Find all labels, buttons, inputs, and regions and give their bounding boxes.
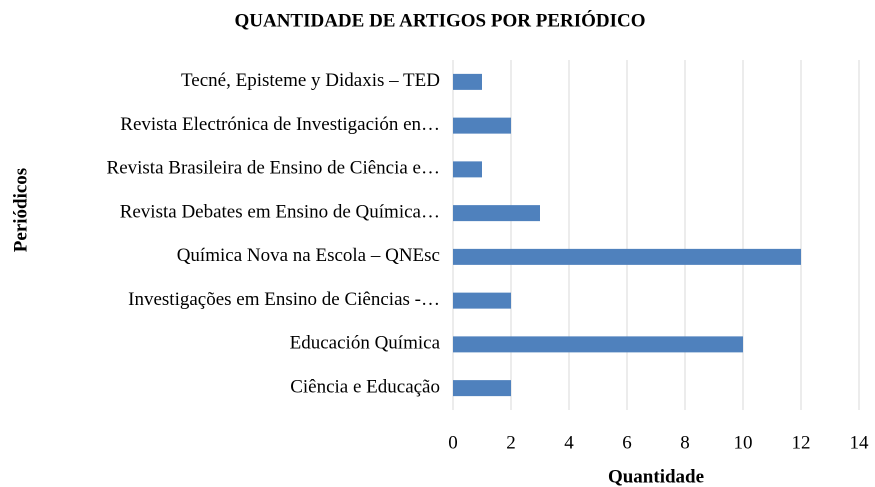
x-tick-label: 12 [792, 432, 811, 453]
x-tick-label: 10 [734, 432, 753, 453]
y-tick-label: Revista Debates em Ensino de Química… [120, 201, 440, 222]
x-tick-label: 6 [622, 432, 632, 453]
bar [453, 380, 511, 397]
bar [453, 73, 482, 90]
bar [453, 117, 511, 134]
y-tick-label: Química Nova na Escola – QNEsc [177, 245, 440, 266]
x-tick-label: 2 [506, 432, 516, 453]
bar [453, 292, 511, 309]
bar [453, 336, 743, 353]
y-axis-label: Periódicos [10, 168, 31, 252]
bar [453, 161, 482, 178]
x-tick-label: 0 [448, 432, 458, 453]
y-tick-label: Tecné, Episteme y Didaxis – TED [181, 70, 440, 91]
x-tick-label: 8 [680, 432, 690, 453]
chart-title: QUANTIDADE DE ARTIGOS POR PERIÓDICO [234, 9, 645, 31]
y-tick-label: Ciência e Educação [290, 376, 440, 397]
x-axis-label: Quantidade [608, 466, 704, 487]
x-tick-label: 14 [850, 432, 870, 453]
y-tick-label: Investigações em Ensino de Ciências -… [128, 289, 440, 310]
bar [453, 205, 540, 222]
x-tick-label: 4 [564, 432, 574, 453]
y-tick-label: Revista Electrónica de Investigación en… [120, 114, 440, 135]
bar [453, 248, 801, 265]
y-tick-label: Educación Química [290, 333, 441, 354]
y-tick-label: Revista Brasileira de Ensino de Ciência … [107, 158, 440, 179]
